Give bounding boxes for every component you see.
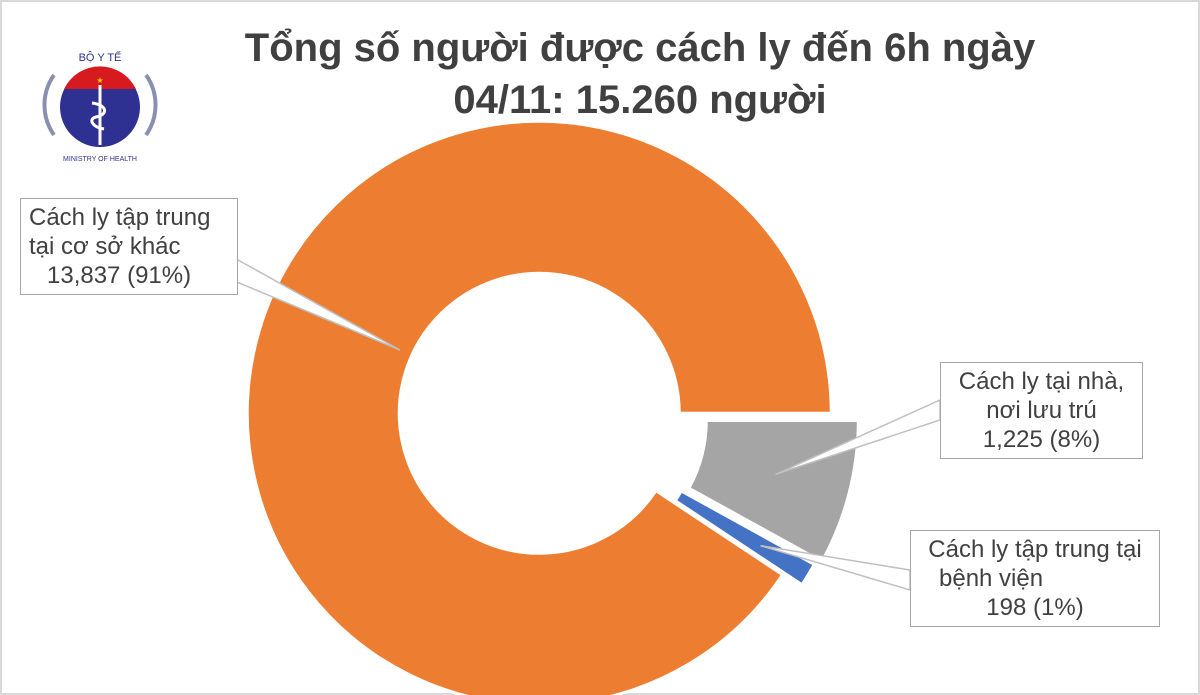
- chart-title: Tổng số người được cách ly đến 6h ngày 0…: [150, 22, 1130, 126]
- label-value: 1,225 (8%): [982, 426, 1101, 453]
- callout-other-facility: Cách ly tập trung tại cơ sở khác 13,837 …: [20, 198, 238, 295]
- slice-hospital: [673, 488, 817, 587]
- callout-home: Cách ly tại nhà, nơi lưu trú 1,225 (8%): [940, 362, 1143, 459]
- label-line-1: Cách ly tại nhà,: [958, 368, 1125, 395]
- logo-bottom-text: MINISTRY OF HEALTH: [63, 156, 137, 163]
- svg-text:★: ★: [96, 76, 103, 85]
- label-line-2: bệnh viện: [939, 565, 1044, 592]
- label-line-1: Cách ly tập trung tại: [928, 536, 1142, 563]
- label-value: 198 (1%): [986, 594, 1084, 621]
- label-line-2: tại cơ sở khác: [29, 233, 181, 260]
- label-value: 13,837 (91%): [47, 262, 192, 289]
- slice-other-facility: [245, 119, 833, 695]
- logo: ★ BỘ Y TẾ MINISTRY OF HEALTH: [40, 45, 160, 165]
- callout-hospital: Cách ly tập trung tại bệnh viện 198 (1%): [910, 530, 1160, 627]
- logo-top-text: BỘ Y TẾ: [79, 51, 122, 64]
- label-line-1: Cách ly tập trung: [29, 204, 211, 231]
- title-line-2: 04/11: 15.260 người: [453, 78, 827, 122]
- label-line-2: nơi lưu trú: [986, 397, 1097, 424]
- title-line-1: Tổng số người được cách ly đến 6h ngày: [244, 26, 1036, 70]
